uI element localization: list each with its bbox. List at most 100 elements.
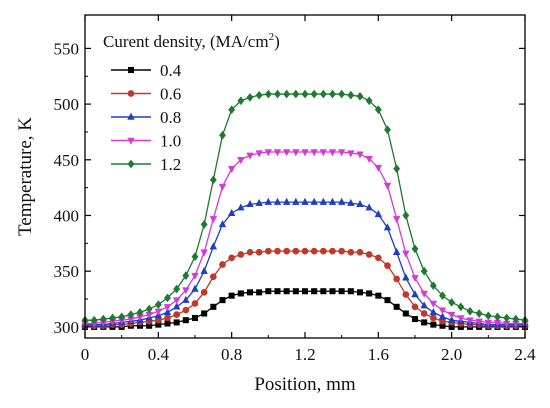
data-point-1.0 — [319, 149, 328, 157]
data-point-1.2 — [274, 89, 281, 99]
data-point-1.0 — [383, 182, 392, 190]
data-point-0.6 — [237, 251, 245, 258]
data-point-0.8 — [438, 312, 447, 320]
x-tick-label: 2.0 — [441, 345, 462, 364]
data-point-1.2 — [347, 90, 355, 100]
data-point-1.2 — [200, 220, 208, 229]
data-point-0.6 — [411, 303, 419, 311]
data-point-0.6 — [182, 306, 190, 314]
y-tick-label: 350 — [54, 262, 80, 281]
legend-swatch-marker — [127, 90, 135, 97]
data-point-0.6 — [429, 314, 437, 322]
data-point-0.6 — [301, 247, 309, 255]
data-point-1.2 — [237, 96, 245, 106]
data-point-0.6 — [191, 300, 199, 307]
data-point-1.0 — [264, 149, 273, 157]
data-point-0.4 — [384, 297, 391, 304]
data-point-0.4 — [301, 288, 309, 295]
data-point-0.8 — [328, 197, 337, 205]
x-tick-label: 1.2 — [294, 345, 315, 364]
data-point-1.2 — [484, 311, 492, 321]
data-point-1.0 — [337, 149, 346, 157]
data-point-1.0 — [447, 311, 456, 319]
data-point-0.4 — [237, 290, 244, 297]
data-point-0.4 — [338, 288, 345, 295]
data-point-0.8 — [402, 273, 410, 281]
data-point-1.0 — [374, 164, 383, 172]
data-point-0.8 — [337, 197, 346, 205]
data-point-0.6 — [164, 314, 171, 322]
data-point-1.2 — [466, 306, 474, 316]
legend-swatch-marker — [127, 112, 135, 120]
data-point-0.4 — [182, 317, 189, 324]
data-point-1.0 — [438, 307, 447, 315]
legend-label: 1.0 — [160, 132, 181, 151]
data-point-1.2 — [365, 96, 373, 106]
data-point-0.6 — [384, 262, 391, 269]
data-point-0.6 — [173, 311, 181, 318]
data-point-1.0 — [182, 287, 190, 295]
legend-swatch-marker — [127, 137, 135, 145]
data-point-1.0 — [237, 157, 245, 165]
data-point-0.4 — [228, 292, 235, 299]
x-tick-label: 0.4 — [148, 345, 170, 364]
data-point-0.4 — [320, 288, 327, 295]
data-point-1.2 — [228, 105, 236, 114]
data-point-0.8 — [420, 301, 428, 309]
x-tick-label: 2.4 — [514, 345, 536, 364]
legend-title-superscript: 2 — [269, 31, 275, 43]
data-point-0.6 — [255, 248, 263, 256]
data-point-1.2 — [420, 266, 428, 276]
axis-tick-labels: 0 0.4 0.8 1.2 1.6 2.0 2.4 300 350 400 450 500 550 — [54, 39, 537, 364]
legend-swatch-marker — [127, 159, 135, 169]
data-point-0.8 — [319, 197, 328, 205]
legend-label: 0.8 — [160, 108, 181, 127]
data-point-0.4 — [292, 288, 299, 295]
data-point-1.2 — [182, 271, 190, 280]
data-point-0.8 — [255, 198, 263, 206]
data-point-0.8 — [301, 197, 309, 205]
data-point-0.4 — [411, 316, 419, 323]
data-point-1.2 — [145, 304, 153, 314]
data-point-1.2 — [439, 291, 446, 300]
legend-entry-1.2: 1.2 — [111, 155, 181, 174]
data-point-0.6 — [420, 310, 428, 317]
data-point-0.4 — [191, 314, 199, 321]
data-point-0.4 — [311, 288, 318, 295]
data-point-0.8 — [218, 220, 227, 228]
plot-lines — [81, 89, 529, 330]
legend-label: 0.4 — [160, 61, 182, 80]
data-point-0.4 — [347, 288, 354, 295]
data-point-1.2 — [283, 89, 291, 99]
data-point-1.2 — [191, 252, 199, 262]
data-point-1.2 — [503, 313, 511, 323]
x-tick-label: 0.8 — [221, 345, 242, 364]
data-point-1.2 — [109, 313, 116, 323]
legend-title: Curent density, (MA/cm2) — [103, 31, 280, 51]
legend-swatch-marker — [127, 66, 135, 74]
data-point-1.2 — [219, 130, 226, 140]
data-point-0.6 — [283, 247, 291, 255]
data-point-1.0 — [218, 183, 227, 191]
data-point-1.0 — [347, 150, 355, 158]
data-point-0.6 — [365, 251, 373, 258]
data-point-0.8 — [191, 284, 199, 292]
data-point-1.0 — [163, 304, 172, 312]
data-point-1.2 — [494, 312, 501, 322]
data-point-1.0 — [282, 149, 291, 157]
data-point-0.4 — [173, 319, 180, 326]
data-point-0.8 — [310, 197, 318, 205]
y-tick-label: 300 — [54, 318, 80, 337]
x-tick-label: 1.6 — [368, 345, 389, 364]
data-point-1.2 — [448, 298, 456, 307]
data-point-1.2 — [209, 175, 217, 185]
data-point-0.4 — [219, 297, 226, 304]
data-point-0.6 — [402, 291, 410, 298]
data-point-0.6 — [356, 248, 364, 256]
data-point-0.4 — [201, 310, 208, 317]
data-point-1.2 — [118, 312, 126, 322]
data-point-0.6 — [274, 247, 281, 255]
data-point-1.2 — [393, 164, 401, 174]
data-point-1.0 — [191, 272, 199, 280]
